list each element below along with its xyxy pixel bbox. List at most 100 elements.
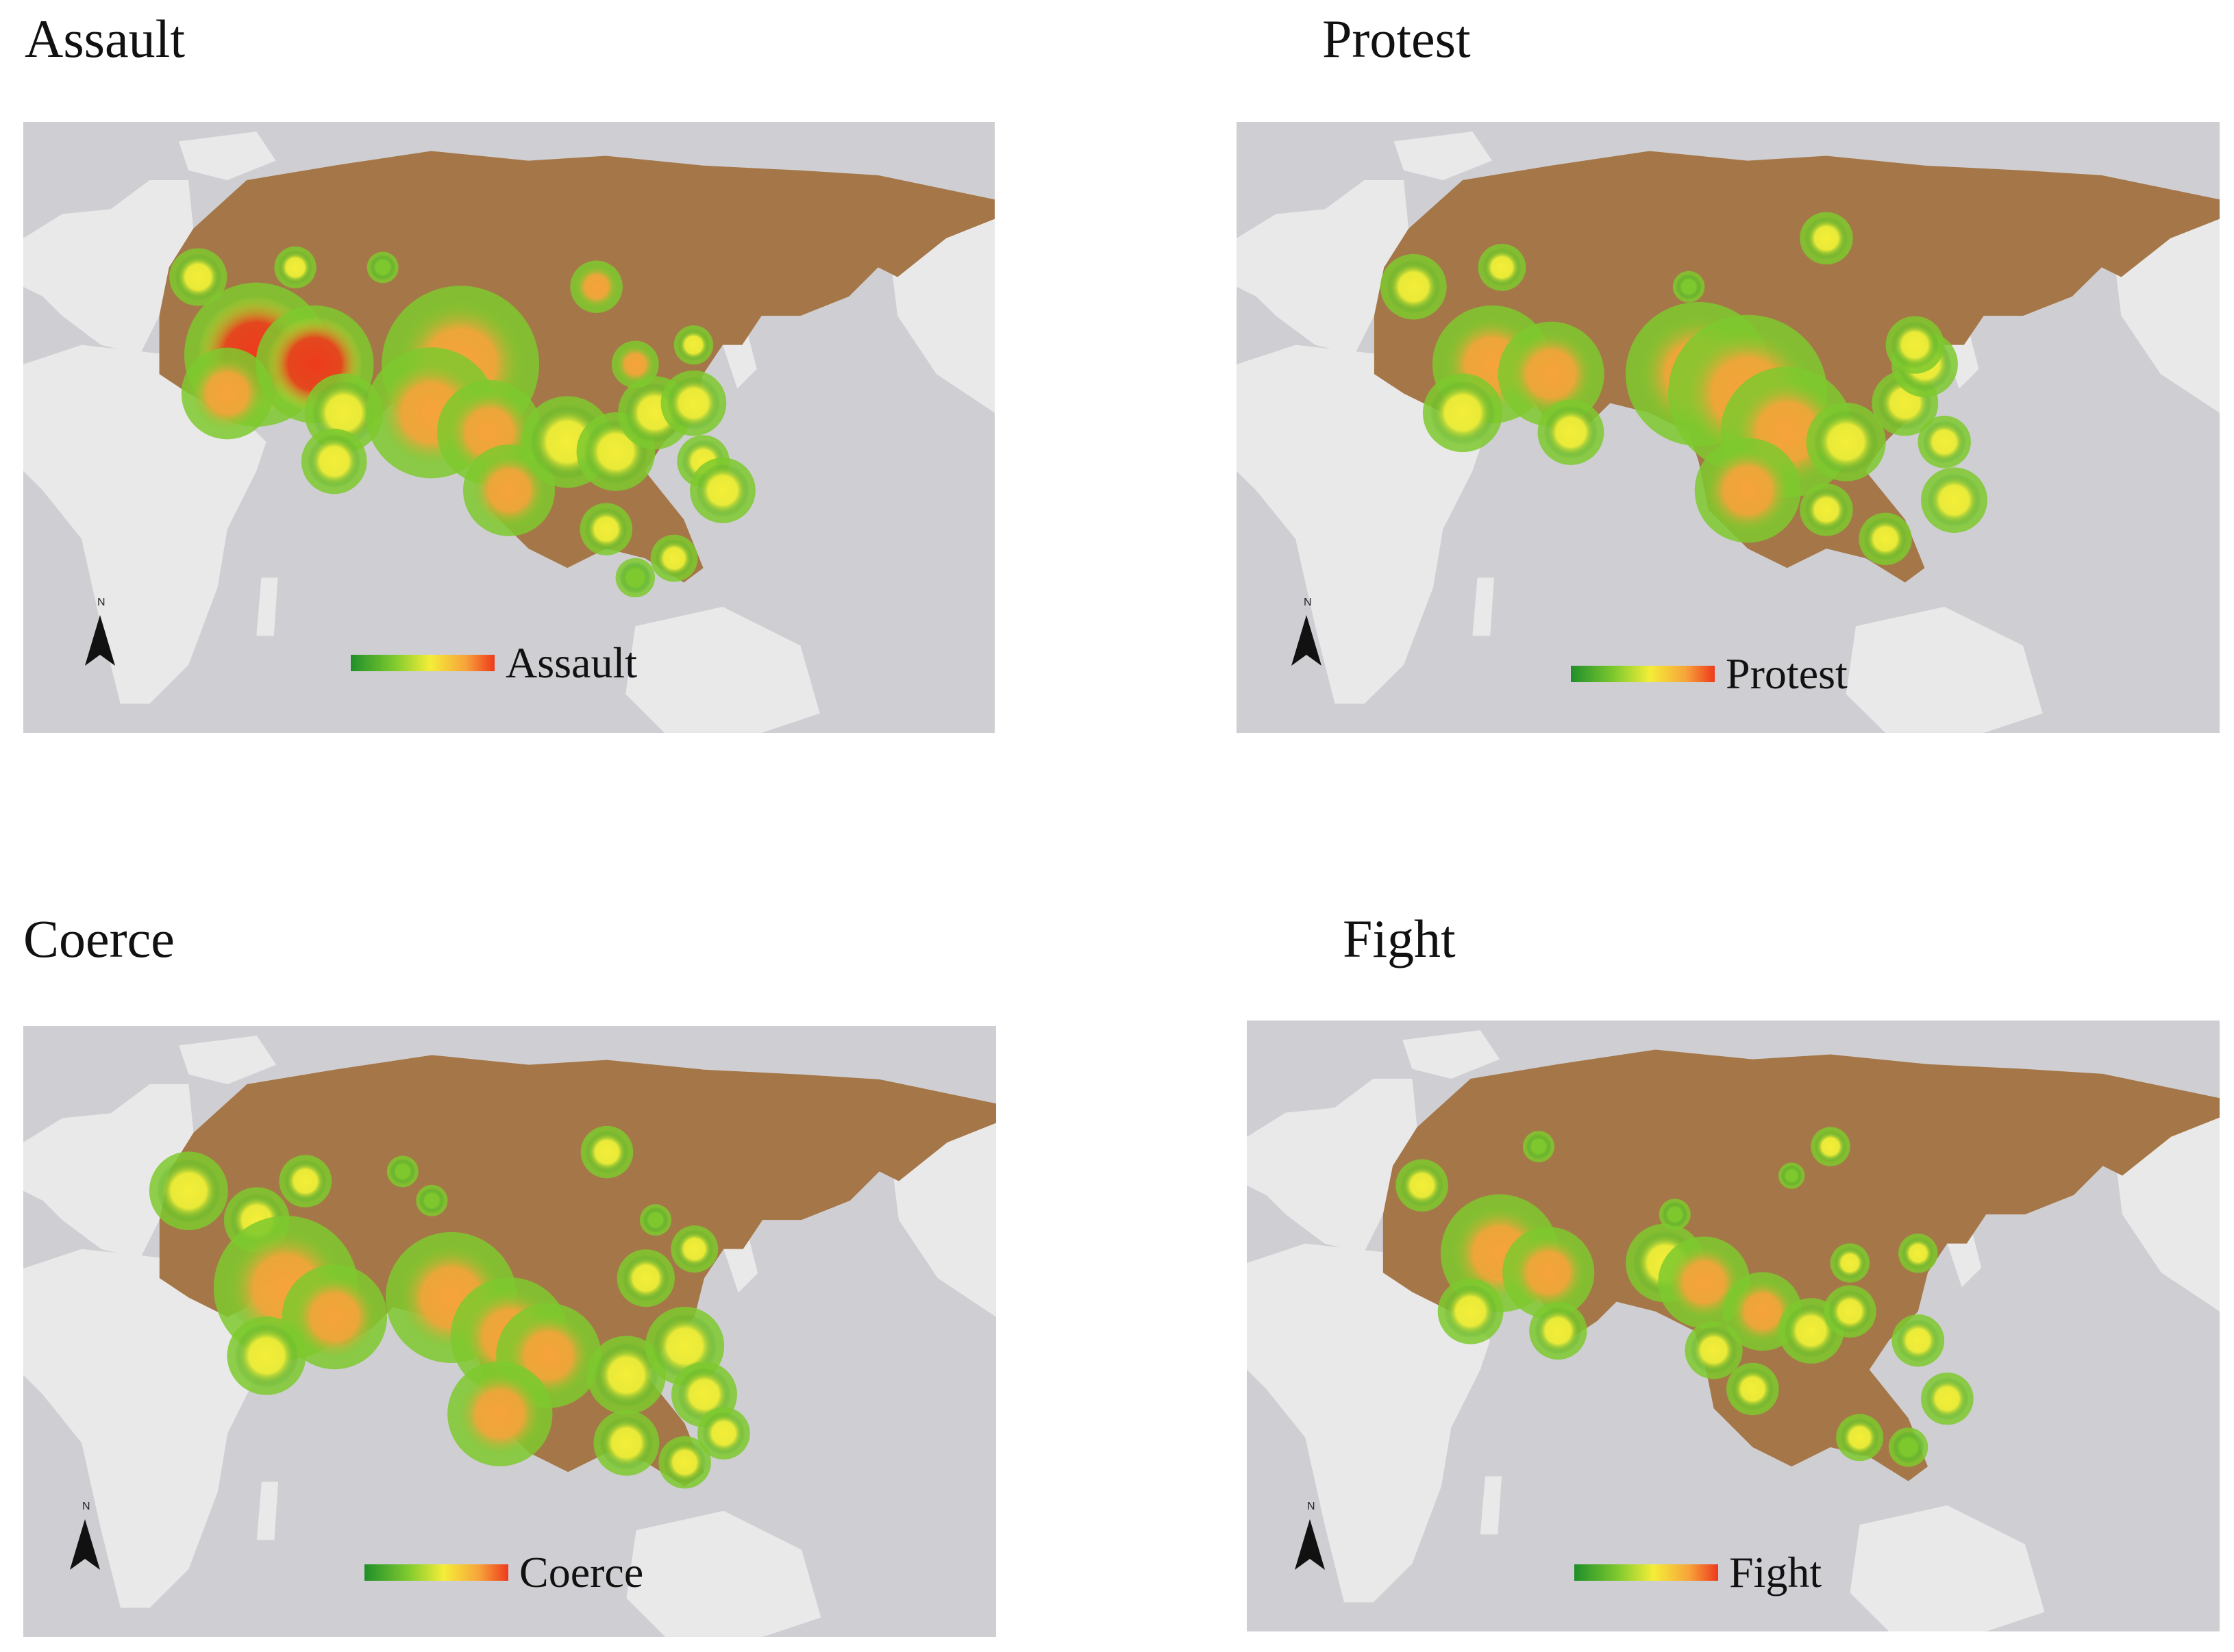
heat-spot xyxy=(1511,1235,1586,1310)
land-shape xyxy=(1393,132,1493,180)
basemap xyxy=(1237,122,2220,733)
legend-label: Protest xyxy=(1726,649,1848,698)
land-shape xyxy=(1850,1505,2045,1631)
land-shape xyxy=(1237,179,1409,355)
legend-color-ramp xyxy=(351,655,495,671)
study-region xyxy=(159,1055,996,1487)
heat-spot xyxy=(369,254,396,281)
heat-spot xyxy=(1833,1247,1866,1279)
heat-spot xyxy=(654,539,694,578)
heat-spot xyxy=(1666,1244,1742,1320)
legend-label: Fight xyxy=(1729,1548,1822,1597)
heatmap-map-fight: N Fight xyxy=(1247,1021,2220,1631)
panel-title-assault: Assault xyxy=(25,9,185,68)
land-shape xyxy=(1247,1243,1490,1603)
legend: Fight xyxy=(1574,1551,1822,1594)
heat-spot xyxy=(1813,410,1879,474)
heat-spot xyxy=(1896,1319,1940,1362)
heat-spot xyxy=(312,381,376,445)
heat-spot xyxy=(619,562,651,594)
land-shape xyxy=(723,1234,758,1293)
land-shape xyxy=(1247,1078,1417,1253)
basemap xyxy=(23,122,995,733)
heat-spot xyxy=(174,253,222,301)
land-shape xyxy=(1947,1229,1982,1288)
land-shape xyxy=(626,1510,821,1637)
heatmap-map-coerce: N Coerce xyxy=(23,1026,996,1637)
heat-spot xyxy=(278,250,312,285)
svg-text:N: N xyxy=(82,1501,90,1512)
land-shape xyxy=(1237,345,1482,704)
heatmap-map-protest: N Protest xyxy=(1237,122,2220,733)
heat-spot xyxy=(1430,381,1495,445)
heat-spot xyxy=(575,265,618,308)
heat-spot xyxy=(471,453,547,528)
land-shape xyxy=(23,1249,266,1608)
heat-spot xyxy=(1443,1284,1498,1338)
heat-spot xyxy=(1891,321,1939,368)
land-shape xyxy=(256,1481,279,1540)
heat-spot xyxy=(1704,447,1791,534)
panel-title-protest: Protest xyxy=(1322,9,1471,68)
land-shape xyxy=(1472,577,1494,636)
heat-spot xyxy=(1927,473,1982,527)
heat-spot xyxy=(678,329,710,362)
heat-spot xyxy=(390,1158,416,1185)
land-shape xyxy=(1846,606,2043,733)
svg-text:N: N xyxy=(97,597,106,608)
north-arrow-icon: N xyxy=(1291,597,1321,666)
heat-spot xyxy=(695,464,749,517)
heat-spot xyxy=(291,1274,377,1360)
heat-spot xyxy=(1676,274,1702,300)
heat-spot xyxy=(663,1440,706,1484)
svg-text:N: N xyxy=(1304,597,1312,608)
heat-spot xyxy=(599,1416,654,1470)
svg-text:N: N xyxy=(1307,1501,1315,1512)
heat-spot xyxy=(1526,1134,1552,1160)
heat-spot xyxy=(1662,1201,1688,1227)
land-shape xyxy=(23,179,194,355)
heat-spot xyxy=(584,508,628,551)
legend-label: Assault xyxy=(506,638,637,687)
land-shape xyxy=(23,1084,194,1259)
legend-color-ramp xyxy=(1571,666,1715,682)
heat-spot xyxy=(1902,1237,1935,1270)
heat-spot xyxy=(1386,260,1441,314)
basemap xyxy=(1247,1021,2220,1631)
land-shape xyxy=(625,606,820,733)
heat-spot xyxy=(1400,1164,1443,1207)
heat-spot xyxy=(702,1412,745,1455)
heat-spot xyxy=(667,376,721,430)
heat-spot xyxy=(1804,488,1848,531)
heat-spot xyxy=(1828,1290,1872,1333)
panel-title-fight: Fight xyxy=(1343,909,1456,968)
heat-spot xyxy=(307,434,361,488)
land-shape xyxy=(1402,1030,1500,1079)
heat-spot xyxy=(1892,1431,1925,1464)
heat-spot xyxy=(419,1188,445,1214)
study-region xyxy=(1382,1049,2220,1481)
heat-spot xyxy=(1840,1418,1879,1457)
heat-spot xyxy=(1690,1327,1737,1374)
heat-spot xyxy=(1482,248,1522,287)
heat-spot xyxy=(1508,331,1595,417)
heat-spot xyxy=(457,1371,543,1457)
heat-spot xyxy=(1922,421,1966,464)
heat-spot xyxy=(234,1323,299,1388)
heat-spot xyxy=(585,1130,629,1174)
heat-spot xyxy=(1926,1377,1969,1421)
north-arrow-icon: N xyxy=(70,1501,100,1570)
heat-spot xyxy=(1731,1367,1774,1411)
heat-spot xyxy=(675,1229,714,1268)
panel-title-coerce: Coerce xyxy=(23,909,175,968)
heat-spot xyxy=(284,1160,327,1203)
legend: Assault xyxy=(351,641,637,685)
heat-spot xyxy=(190,355,265,431)
heat-spot xyxy=(594,1342,659,1407)
heat-spot xyxy=(1863,517,1907,560)
land-shape xyxy=(178,132,276,180)
study-region xyxy=(159,151,995,583)
land-shape xyxy=(23,345,266,704)
heat-spot xyxy=(622,1254,670,1302)
heat-spot xyxy=(1543,405,1598,460)
